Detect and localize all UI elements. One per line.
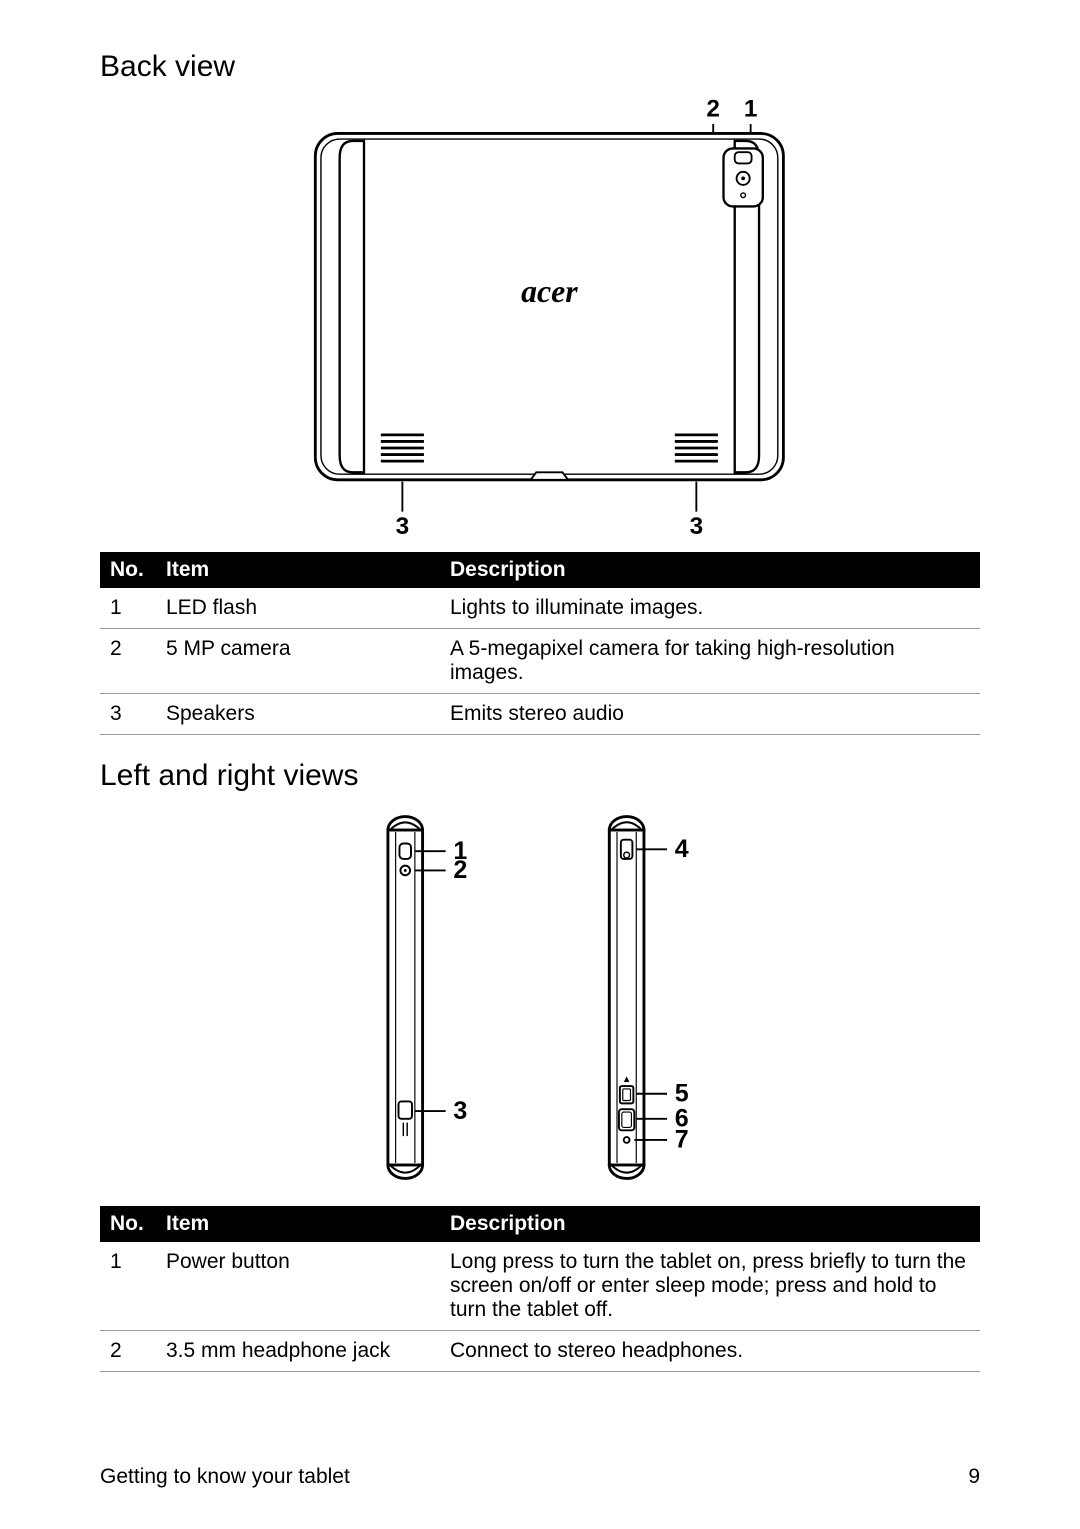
callout-4: 4: [675, 835, 689, 863]
callout-5: 5: [675, 1079, 689, 1107]
cell-item: 5 MP camera: [156, 629, 440, 694]
cell-no: 3: [100, 694, 156, 735]
callout-7: 7: [675, 1126, 689, 1154]
table-side-views: No. Item Description 1 Power button Long…: [100, 1206, 980, 1372]
cell-desc: Emits stereo audio: [440, 694, 980, 735]
side-views-svg: 1 2 3 ▲: [270, 805, 810, 1190]
cell-desc: Connect to stereo headphones.: [440, 1331, 980, 1372]
cell-item: Speakers: [156, 694, 440, 735]
back-view-svg: 1 2 acer: [240, 96, 840, 536]
table-row: 1 Power button Long press to turn the ta…: [100, 1242, 980, 1331]
page-footer: Getting to know your tablet 9: [100, 1465, 980, 1489]
callout-3-right: 3: [690, 513, 704, 536]
th-desc: Description: [440, 1206, 980, 1242]
table-row: 1 LED flash Lights to illuminate images.: [100, 588, 980, 629]
th-no: No.: [100, 552, 156, 588]
diagram-side-views: 1 2 3 ▲: [100, 805, 980, 1190]
callout-3-left: 3: [396, 513, 410, 536]
cell-desc: Long press to turn the tablet on, press …: [440, 1242, 980, 1331]
cell-no: 2: [100, 1331, 156, 1372]
diagram-back-view: 1 2 acer: [100, 96, 980, 536]
cell-item: LED flash: [156, 588, 440, 629]
acer-logo-text: acer: [521, 274, 578, 309]
th-item: Item: [156, 552, 440, 588]
cell-desc: A 5-megapixel camera for taking high-res…: [440, 629, 980, 694]
heading-back-view: Back view: [100, 50, 980, 84]
th-item: Item: [156, 1206, 440, 1242]
th-desc: Description: [440, 552, 980, 588]
footer-page-number: 9: [968, 1465, 980, 1489]
callout-2: 2: [453, 856, 467, 884]
cell-no: 2: [100, 629, 156, 694]
right-edge-icon: ▲: [609, 817, 644, 1179]
cell-item: Power button: [156, 1242, 440, 1331]
table-header-row: No. Item Description: [100, 552, 980, 588]
table-back-view: No. Item Description 1 LED flash Lights …: [100, 552, 980, 735]
footer-section-title: Getting to know your tablet: [100, 1465, 350, 1489]
cell-no: 1: [100, 1242, 156, 1331]
table-row: 3 Speakers Emits stereo audio: [100, 694, 980, 735]
th-no: No.: [100, 1206, 156, 1242]
cell-desc: Lights to illuminate images.: [440, 588, 980, 629]
svg-text:▲: ▲: [622, 1074, 632, 1085]
cell-item: 3.5 mm headphone jack: [156, 1331, 440, 1372]
cell-no: 1: [100, 588, 156, 629]
table-row: 2 3.5 mm headphone jack Connect to stere…: [100, 1331, 980, 1372]
heading-side-views: Left and right views: [100, 759, 980, 793]
callout-3: 3: [453, 1097, 467, 1125]
table-header-row: No. Item Description: [100, 1206, 980, 1242]
callout-1: 1: [744, 96, 758, 123]
table-row: 2 5 MP camera A 5-megapixel camera for t…: [100, 629, 980, 694]
callout-2: 2: [706, 96, 720, 123]
